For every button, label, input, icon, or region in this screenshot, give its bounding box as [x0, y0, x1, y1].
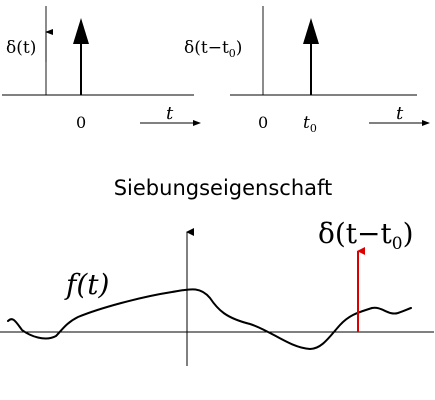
left-delta-label: δ(t)	[6, 38, 36, 58]
bottom-plot: f(t) δ(t−t0)	[0, 217, 434, 366]
left-impulse-arrowhead	[73, 18, 89, 44]
panel-left-delta: δ(t) 0 t	[2, 6, 201, 132]
panel-right-delta-shifted: δ(t−t0) 0 t0 t	[184, 6, 430, 135]
impulse-label: δ(t−t0)	[318, 217, 414, 254]
right-delta-label: δ(t−t0)	[184, 38, 242, 60]
left-tick-zero: 0	[76, 113, 86, 132]
function-label: f(t)	[64, 268, 109, 301]
right-t-label: t	[396, 103, 404, 124]
left-t-label: t	[166, 103, 174, 124]
right-impulse-arrowhead	[303, 18, 319, 44]
right-tick-zero: 0	[258, 113, 268, 132]
function-curve	[7, 288, 412, 350]
heading-siebungseigenschaft: Siebungseigenschaft	[114, 176, 333, 200]
right-tick-t0: t0	[303, 113, 317, 135]
